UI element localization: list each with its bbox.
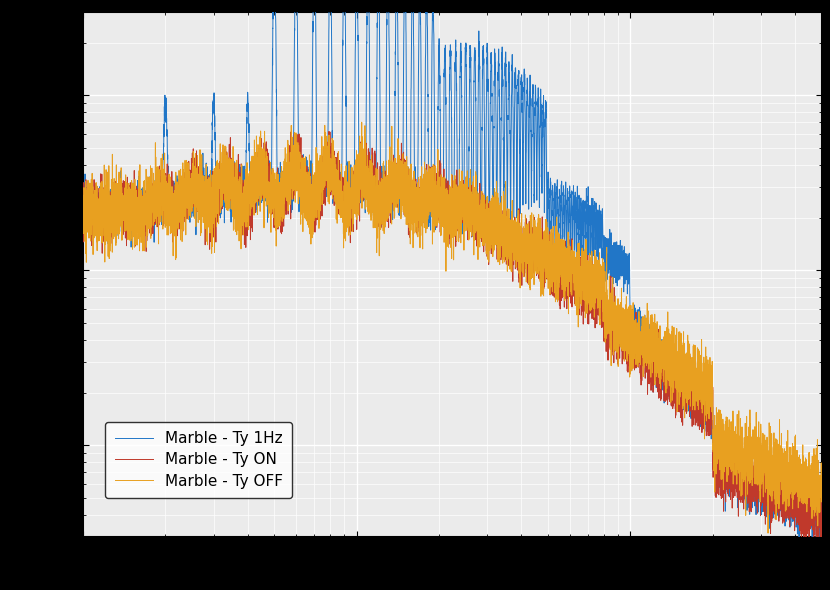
Marble - Ty OFF — [345, 200, 355, 207]
Marble - Ty 1Hz — [548, 184, 558, 191]
Marble - Ty OFF — [817, 464, 827, 471]
Legend: Marble - Ty 1Hz, Marble - Ty ON, Marble - Ty OFF: Marble - Ty 1Hz, Marble - Ty ON, Marble … — [105, 422, 292, 498]
Marble - Ty 1Hz — [115, 209, 125, 216]
Marble - Ty 1Hz — [665, 377, 675, 384]
Marble - Ty 1Hz — [345, 177, 355, 184]
Marble - Ty OFF — [115, 191, 125, 198]
Marble - Ty ON — [78, 206, 88, 214]
Marble - Ty ON — [515, 238, 525, 245]
Line: Marble - Ty OFF: Marble - Ty OFF — [83, 122, 822, 533]
Marble - Ty 1Hz — [78, 216, 88, 223]
Marble - Ty ON — [324, 128, 334, 135]
Marble - Ty OFF — [665, 362, 675, 369]
Marble - Ty ON — [817, 515, 827, 522]
Marble - Ty ON — [115, 212, 125, 219]
Line: Marble - Ty ON: Marble - Ty ON — [83, 132, 822, 546]
Marble - Ty 1Hz — [808, 539, 818, 546]
Marble - Ty ON — [626, 358, 636, 365]
Marble - Ty ON — [813, 543, 823, 550]
Marble - Ty ON — [665, 387, 675, 394]
Marble - Ty OFF — [78, 212, 88, 219]
Marble - Ty OFF — [626, 323, 636, 330]
Marble - Ty 1Hz — [515, 176, 525, 183]
Marble - Ty OFF — [357, 119, 367, 126]
Marble - Ty 1Hz — [626, 326, 636, 333]
Marble - Ty ON — [548, 252, 558, 259]
Marble - Ty OFF — [548, 288, 558, 295]
Marble - Ty ON — [345, 227, 355, 234]
Marble - Ty OFF — [515, 229, 525, 236]
Marble - Ty 1Hz — [817, 513, 827, 520]
Line: Marble - Ty 1Hz: Marble - Ty 1Hz — [83, 0, 822, 542]
Marble - Ty OFF — [763, 530, 773, 537]
